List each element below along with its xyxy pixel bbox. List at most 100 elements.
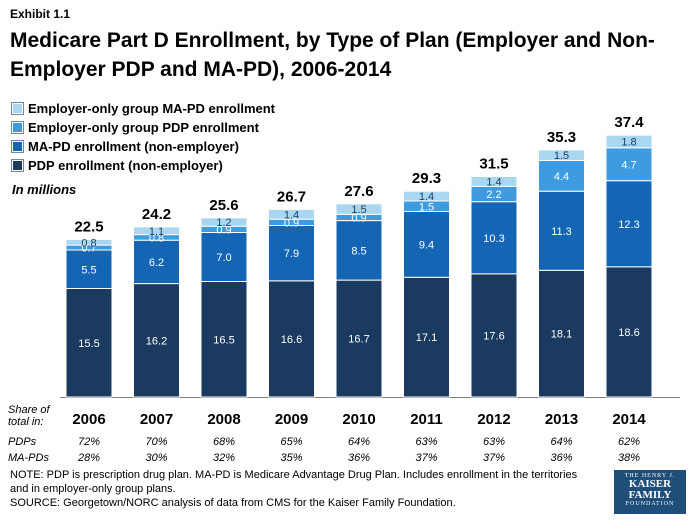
data-label-emp-pdp-2014: 4.7 (621, 159, 636, 171)
bar-mapd-2014 (605, 180, 653, 268)
legend-item-mapd: MA-PD enrollment (non-employer) (11, 137, 275, 156)
data-label-pdp-2014: 18.6 (618, 327, 639, 339)
logo-line-1: THE HENRY J. (624, 473, 676, 479)
mapds-row-label: MA-PDs (8, 452, 49, 464)
legend-label-mapd: MA-PD enrollment (non-employer) (28, 139, 239, 154)
mapd-share-2008: 32% (213, 452, 235, 464)
data-label-pdp-2009: 16.6 (281, 334, 302, 346)
logo-line-4: FOUNDATION (625, 501, 675, 507)
data-label-mapd-2012: 10.3 (483, 233, 504, 245)
bar-pdp-2013 (538, 269, 585, 398)
data-label-mapd-2011: 9.4 (419, 239, 434, 251)
x-tick-label-2011: 2011 (410, 411, 443, 428)
footnote: NOTE: PDP is prescription drug plan. MA-… (10, 468, 580, 510)
pdp-share-2012: 63% (483, 436, 505, 448)
bar-mapd-2013 (538, 190, 585, 271)
bar-emp-mapd-2007 (133, 226, 180, 236)
bar-pdp-2011 (403, 276, 450, 398)
data-label-mapd-2006: 5.5 (81, 264, 96, 276)
legend: Employer-only group MA-PD enrollment Emp… (11, 99, 275, 175)
data-label-emp-pdp-2011: 1.5 (419, 201, 434, 213)
data-label-emp-mapd-2013: 1.5 (554, 150, 569, 162)
mapd-share-2009: 35% (280, 452, 302, 464)
kff-logo: THE HENRY J. KAISER FAMILY FOUNDATION (614, 470, 686, 514)
note-text: NOTE: PDP is prescription drug plan. MA-… (10, 469, 578, 495)
data-label-emp-pdp-2012: 2.2 (486, 189, 501, 201)
mapd-share-2006: 28% (77, 452, 100, 464)
data-label-emp-pdp-2013: 4.4 (554, 171, 569, 183)
data-label-emp-mapd-2010: 1.5 (351, 204, 366, 216)
source-text: SOURCE: Georgetown/NORC analysis of data… (10, 497, 456, 509)
legend-swatch-emp-mapd (11, 102, 24, 115)
total-label-2014: 37.4 (614, 114, 644, 131)
data-label-emp-mapd-2011: 1.4 (419, 191, 434, 203)
pdp-share-2007: 70% (145, 436, 167, 448)
bar-emp-mapd-2006 (65, 239, 113, 246)
data-label-mapd-2013: 11.3 (551, 226, 572, 238)
exhibit-label: Exhibit 1.1 (10, 7, 71, 21)
legend-item-emp-pdp: Employer-only group PDP enrollment (11, 118, 275, 137)
x-tick-label-2013: 2013 (545, 411, 578, 428)
legend-item-emp-mapd: Employer-only group MA-PD enrollment (11, 99, 275, 118)
bar-emp-mapd-2014 (605, 134, 653, 149)
bar-pdp-2012 (470, 273, 518, 398)
logo-line-3: FAMILY (628, 489, 672, 501)
bar-pdp-2008 (200, 281, 248, 398)
share-label: Share of total in: (8, 404, 50, 428)
bar-emp-mapd-2011 (403, 190, 450, 202)
mapd-share-2010: 36% (348, 452, 370, 464)
data-label-pdp-2010: 16.7 (348, 334, 369, 346)
mapd-share-2014: 38% (618, 452, 640, 464)
x-tick-label-2009: 2009 (275, 411, 308, 428)
bar-emp-mapd-2008 (200, 217, 248, 227)
data-label-emp-pdp-2010: 0.9 (351, 212, 366, 224)
data-label-emp-mapd-2007: 1.1 (149, 226, 164, 238)
pdp-share-2008: 68% (213, 436, 235, 448)
logo-line-2: KAISER (628, 478, 672, 490)
data-label-mapd-2014: 12.3 (618, 219, 639, 231)
data-label-emp-pdp-2007: 0.8 (149, 232, 164, 244)
bar-mapd-2008 (200, 232, 248, 282)
data-label-pdp-2011: 17.1 (416, 332, 437, 344)
x-tick-label-2008: 2008 (207, 411, 240, 428)
mapd-share-2011: 37% (415, 452, 437, 464)
data-label-pdp-2006: 15.5 (78, 338, 99, 350)
pdp-share-2010: 64% (348, 436, 370, 448)
total-label-2010: 27.6 (344, 183, 373, 200)
data-label-emp-pdp-2009: 0.9 (284, 217, 299, 229)
bar-mapd-2006 (65, 249, 113, 289)
units-label: In millions (12, 182, 77, 197)
data-label-emp-mapd-2008: 1.2 (216, 217, 231, 229)
mapd-share-2013: 36% (550, 452, 572, 464)
pdp-share-2013: 64% (550, 436, 572, 448)
bar-mapd-2012 (470, 201, 518, 275)
total-label-2012: 31.5 (479, 156, 508, 173)
bar-mapd-2011 (403, 211, 450, 278)
x-tick-label-2014: 2014 (612, 411, 646, 428)
legend-label-pdp: PDP enrollment (non-employer) (28, 158, 223, 173)
chart-title: Medicare Part D Enrollment, by Type of P… (10, 29, 655, 81)
total-label-2013: 35.3 (547, 129, 576, 146)
total-label-2008: 25.6 (209, 197, 238, 214)
bar-emp-mapd-2012 (470, 176, 518, 187)
pdp-share-2009: 65% (280, 436, 302, 448)
data-label-mapd-2007: 6.2 (149, 257, 164, 269)
data-label-pdp-2007: 16.2 (146, 335, 167, 347)
legend-swatch-pdp (11, 159, 24, 172)
total-label-2009: 26.7 (277, 188, 306, 205)
pdp-share-2014: 62% (618, 436, 640, 448)
bar-emp-mapd-2013 (538, 149, 585, 161)
x-tick-label-2010: 2010 (342, 411, 375, 428)
bar-pdp-2009 (268, 280, 315, 398)
bar-pdp-2014 (605, 266, 653, 398)
bar-pdp-2007 (133, 283, 180, 398)
data-label-mapd-2010: 8.5 (351, 245, 366, 257)
mapd-share-2012: 37% (483, 452, 505, 464)
bar-mapd-2007 (133, 239, 180, 285)
mapd-share-2007: 30% (145, 452, 167, 464)
bar-pdp-2010 (335, 279, 383, 398)
bar-mapd-2010 (335, 220, 383, 281)
pdp-share-2011: 63% (415, 436, 437, 448)
x-tick-label-2006: 2006 (72, 411, 105, 428)
